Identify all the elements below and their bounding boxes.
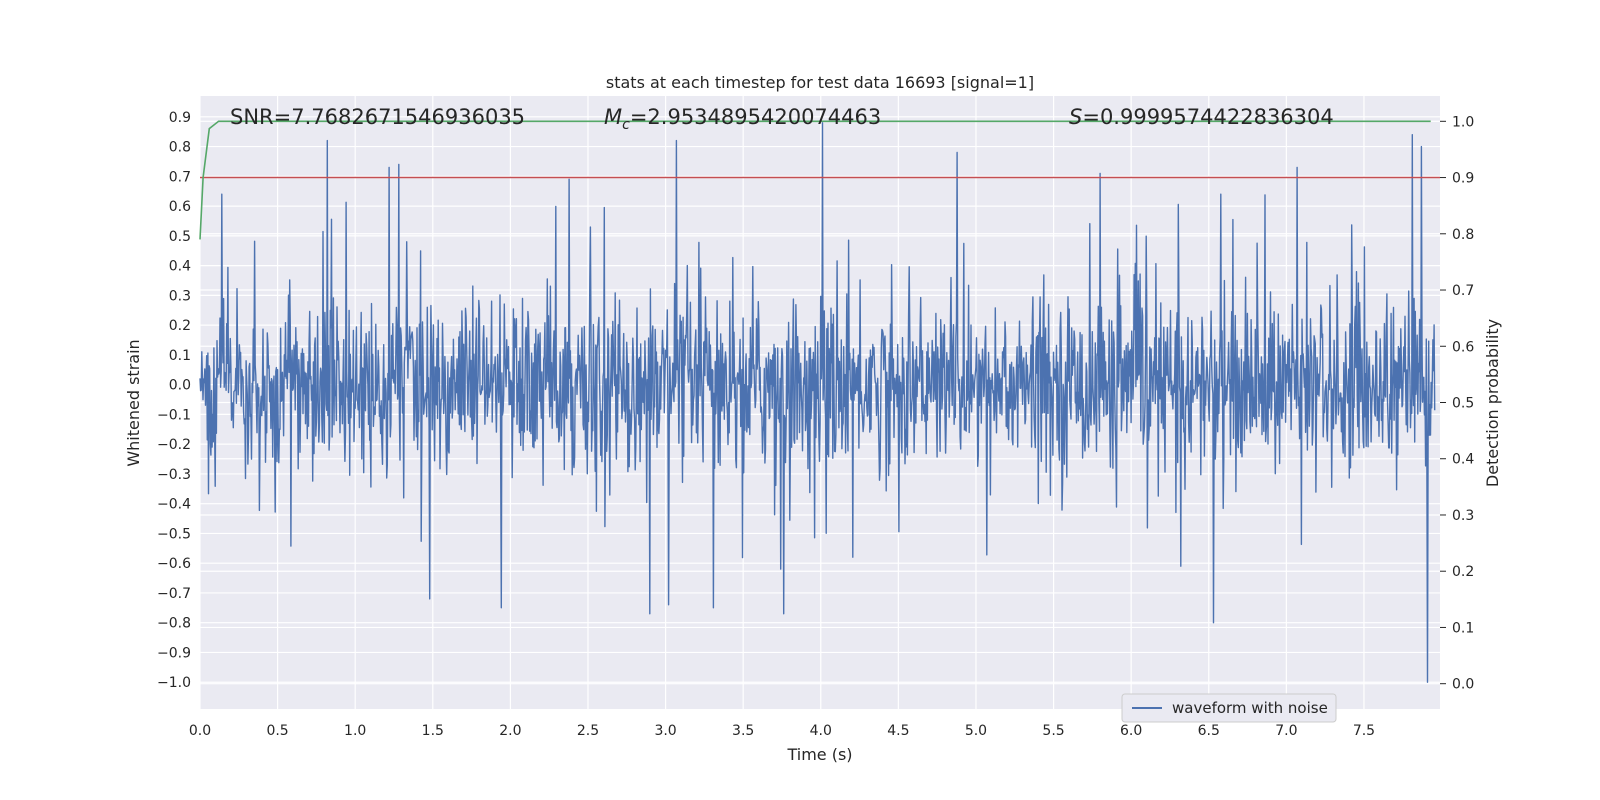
y2-tick-label: 1.0 <box>1452 114 1474 130</box>
y-tick-label: −0.6 <box>157 556 191 572</box>
y-tick-label: −1.0 <box>157 675 191 691</box>
y2-tick-label: 0.8 <box>1452 227 1474 243</box>
waveform-line <box>199 122 1436 683</box>
mc-value: =2.9534895420074463 <box>630 105 881 129</box>
s-value: =0.9999574422836304 <box>1082 105 1333 129</box>
x-tick-label: 0.5 <box>266 723 288 739</box>
x-axis-label: Time (s) <box>786 745 852 764</box>
y-tick-label: −0.1 <box>157 407 191 423</box>
mc-symbol: M <box>604 105 622 129</box>
legend-label: waveform with noise <box>1172 699 1328 717</box>
y2-tick-label: 0.5 <box>1452 396 1474 412</box>
chart-title: stats at each timestep for test data 166… <box>606 73 1034 92</box>
x-tick-label: 0.0 <box>189 723 211 739</box>
y-tick-label: 0.7 <box>169 169 191 185</box>
x-tick-labels: 0.0 0.5 1.0 1.5 2.0 2.5 3.0 3.5 4.0 4.5 5.0 5.5 6.0 6… <box>189 723 1375 739</box>
probability-series <box>199 120 1440 240</box>
legend: waveform with noise <box>1121 693 1337 723</box>
x-tick-label: 2.5 <box>577 723 599 739</box>
y2-tick-label: 0.1 <box>1452 620 1474 636</box>
y2-tick-label: 0.4 <box>1452 452 1474 468</box>
y-tick-label: −0.8 <box>157 616 191 632</box>
x-tick-label: 7.5 <box>1353 723 1375 739</box>
x-tick-label: 7.0 <box>1275 723 1297 739</box>
detection-probability-line <box>199 120 1431 240</box>
s-annotation: S=0.9999574422836304 <box>1069 105 1334 129</box>
y2-tick-label: 0.9 <box>1452 171 1474 187</box>
y2-tick-label: 0.3 <box>1452 508 1474 524</box>
x-tick-label: 1.5 <box>422 723 444 739</box>
x-tick-label: 1.0 <box>344 723 366 739</box>
mc-subscript: c <box>622 117 630 133</box>
y-tick-label: 0.1 <box>169 348 191 364</box>
y2-tick-labels: 1.0 0.9 0.8 0.7 0.6 0.5 0.4 0.3 0.2 0.1 0.0 <box>1440 114 1474 693</box>
mc-annotation: Mc=2.9534895420074463 <box>604 105 881 133</box>
y-tick-label: −0.7 <box>157 586 191 602</box>
waveform-series <box>199 122 1436 683</box>
y-tick-label: 0.5 <box>169 229 191 245</box>
y-tick-label: 0.3 <box>169 288 191 304</box>
y-tick-label: 0.0 <box>169 378 191 394</box>
y-tick-label: 0.4 <box>169 259 191 275</box>
y-axis-label: Whitened strain <box>124 339 143 466</box>
x-tick-label: 5.5 <box>1042 723 1064 739</box>
y-tick-label: −0.9 <box>157 645 191 661</box>
x-tick-label: 4.0 <box>810 723 832 739</box>
x-tick-label: 6.5 <box>1198 723 1220 739</box>
s-symbol: S <box>1069 105 1082 129</box>
y-tick-label: −0.4 <box>157 497 191 513</box>
x-tick-label: 2.0 <box>499 723 521 739</box>
y2-tick-label: 0.0 <box>1452 677 1474 693</box>
y-tick-label: 0.2 <box>169 318 191 334</box>
y-tick-label: −0.5 <box>157 526 191 542</box>
y2-tick-label: 0.6 <box>1452 339 1474 355</box>
x-tick-label: 4.5 <box>887 723 909 739</box>
y-tick-label: 0.6 <box>169 199 191 215</box>
snr-annotation: SNR=7.7682671546936035 <box>230 105 525 129</box>
y2-tick-label: 0.7 <box>1452 283 1474 299</box>
x-tick-label: 3.0 <box>654 723 676 739</box>
legend-box <box>1121 693 1337 723</box>
x-tick-label: 5.0 <box>965 723 987 739</box>
y-tick-labels: 0.9 0.8 0.7 0.6 0.5 0.4 0.3 0.2 0.1 0.0 −0.1 −0.2 −0… <box>157 110 191 691</box>
y-tick-label: 0.9 <box>169 110 191 126</box>
y-tick-label: 0.8 <box>169 140 191 156</box>
x-tick-label: 6.0 <box>1120 723 1142 739</box>
x-tick-label: 3.5 <box>732 723 754 739</box>
y-tick-label: −0.3 <box>157 467 191 483</box>
y2-axis-label: Detection probability <box>1483 319 1502 487</box>
y2-tick-label: 0.2 <box>1452 564 1474 580</box>
y-tick-label: −0.2 <box>157 437 191 453</box>
